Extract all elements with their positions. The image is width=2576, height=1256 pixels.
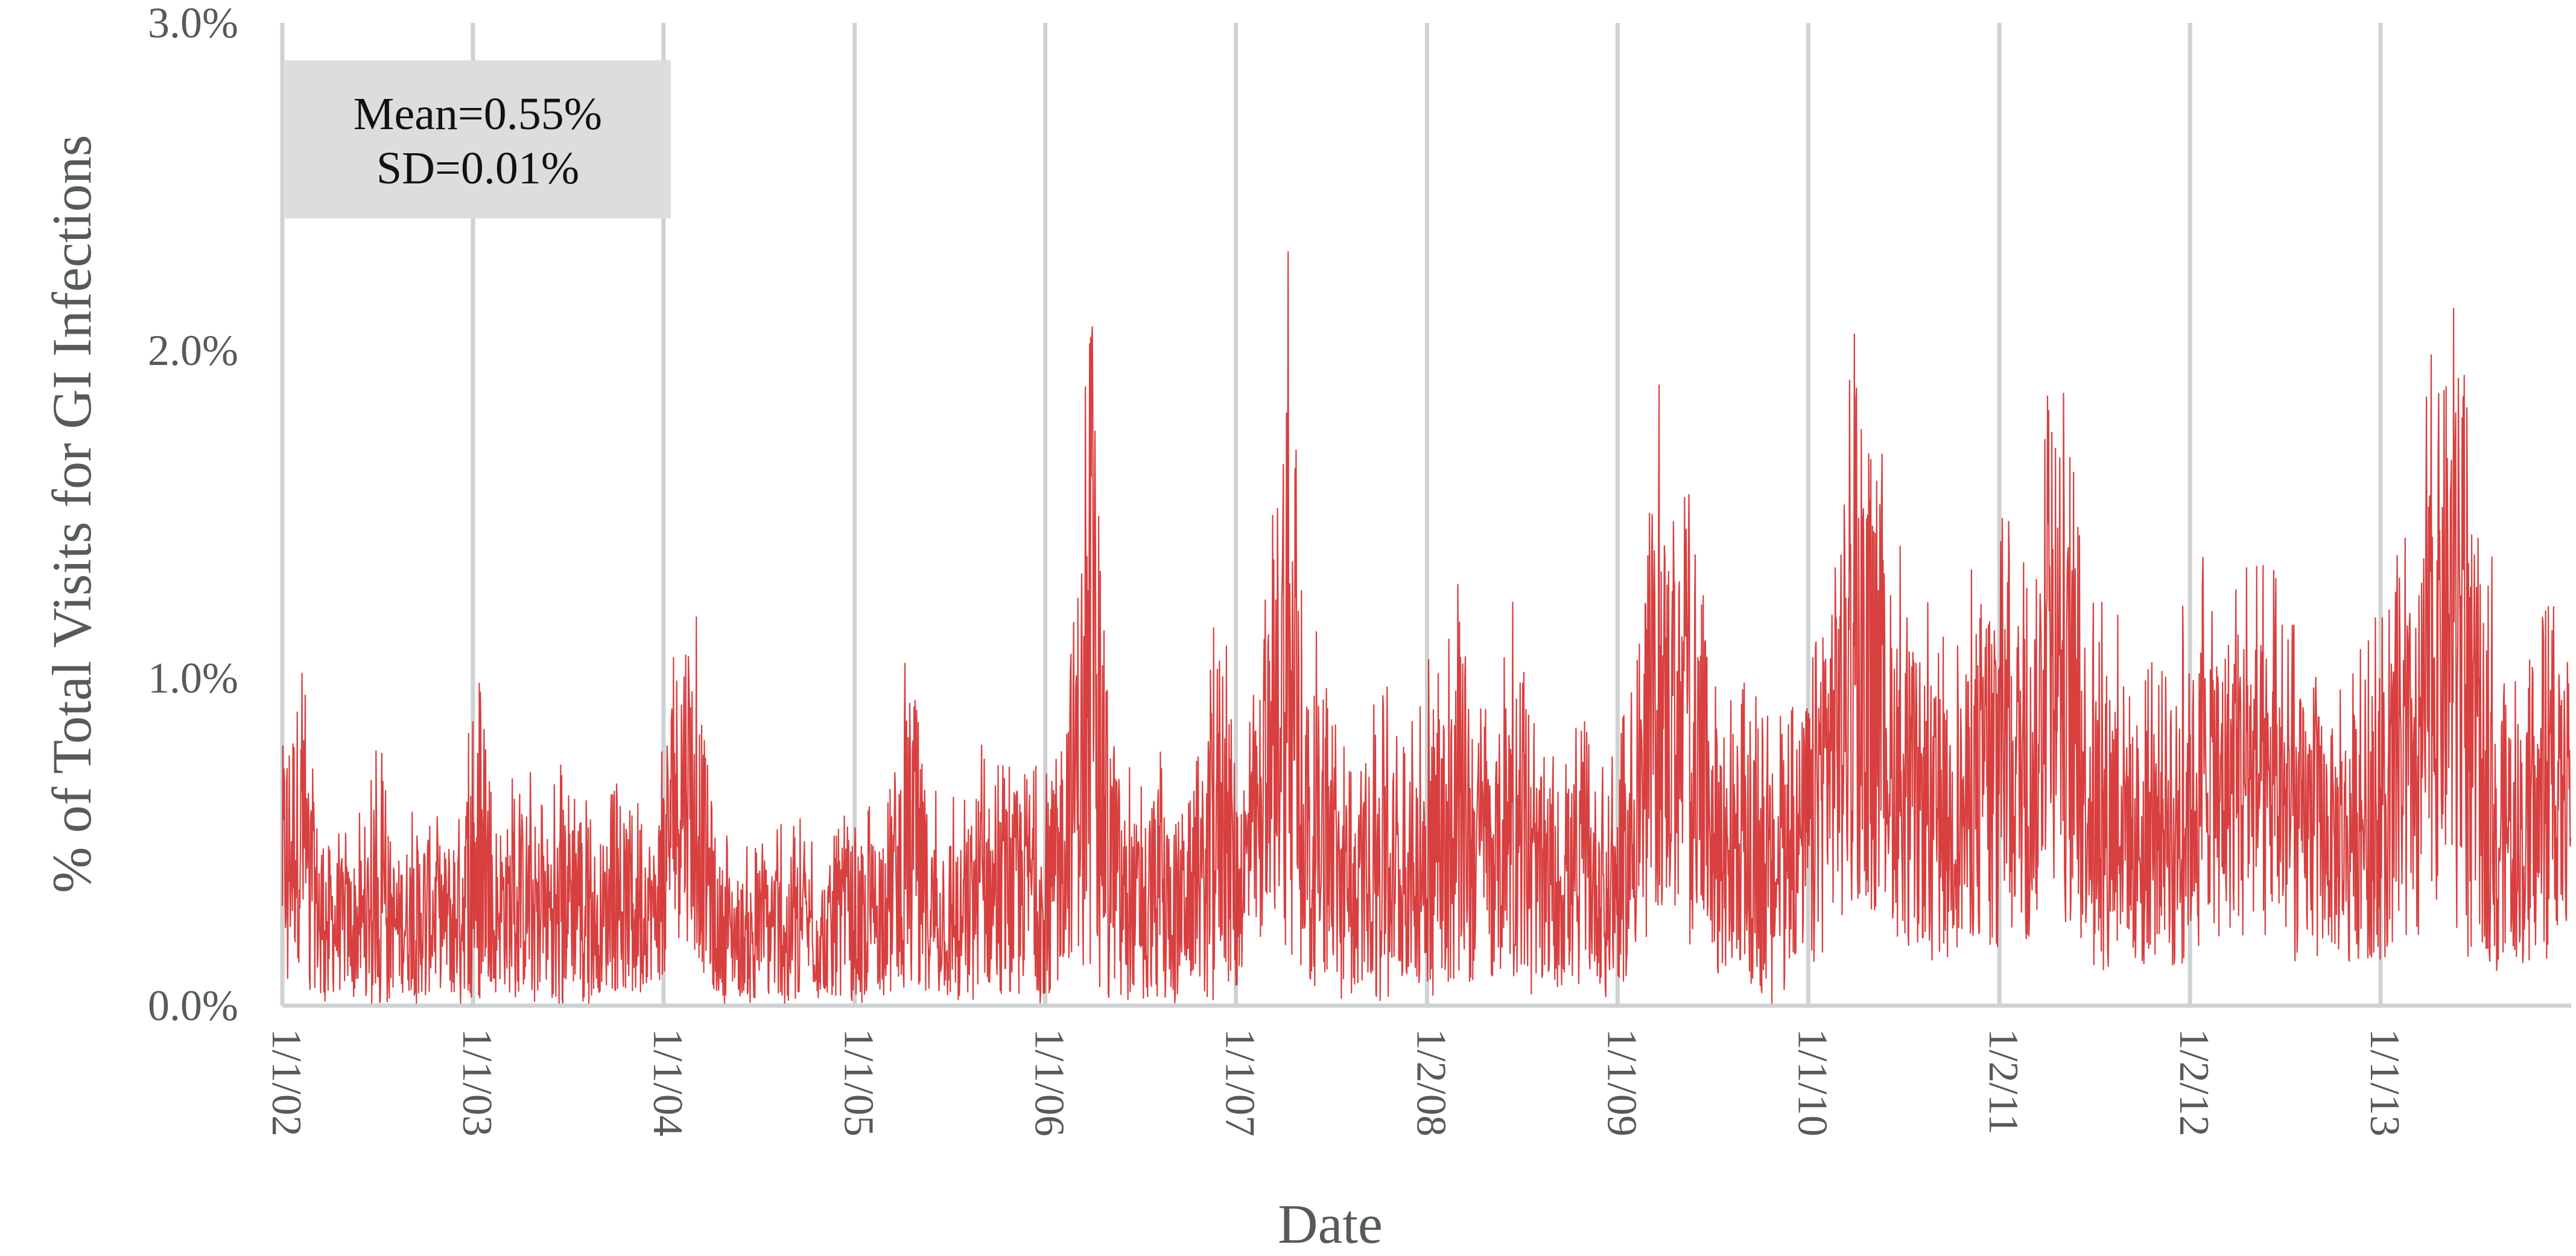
x-tick-label: 1/2/08 [1407,1029,1454,1137]
stats-mean-label: Mean=0.55% [354,89,602,139]
y-axis-title: % of Total Visits for GI Infections [41,135,103,893]
y-tick-label: 1.0% [148,654,238,702]
series-line [281,251,2572,1005]
stats-sd-label: SD=0.01% [376,143,579,194]
x-axis-title: Date [1278,1193,1383,1255]
x-tick-label: 1/2/11 [1980,1029,2026,1135]
x-tick-label: 1/1/13 [2361,1029,2408,1137]
x-tick-label: 1/1/02 [263,1029,309,1137]
y-tick-label: 0.0% [148,982,238,1030]
x-tick-label: 1/1/05 [836,1029,882,1137]
stats-annotation-box [285,60,671,218]
x-tick-label: 1/1/06 [1026,1029,1073,1137]
x-tick-label: 1/1/07 [1217,1029,1263,1137]
y-axis-ticks: 0.0% 1.0% 2.0% 3.0% [148,0,238,1030]
y-tick-label: 3.0% [148,0,238,47]
y-tick-label: 2.0% [148,326,238,375]
x-axis-ticks: 1/1/02 1/1/03 1/1/04 1/1/05 1/1/06 1/1/07 1/2/… [263,1029,2408,1137]
series-gi-visits [281,251,2572,1005]
x-tick-label: 1/1/03 [454,1029,500,1137]
x-tick-label: 1/2/12 [2171,1029,2217,1137]
stats-annotation: Mean=0.55% SD=0.01% [285,60,671,218]
x-tick-label: 1/1/10 [1789,1029,1835,1137]
x-tick-label: 1/1/04 [644,1029,691,1137]
x-tick-label: 1/1/09 [1598,1029,1645,1137]
